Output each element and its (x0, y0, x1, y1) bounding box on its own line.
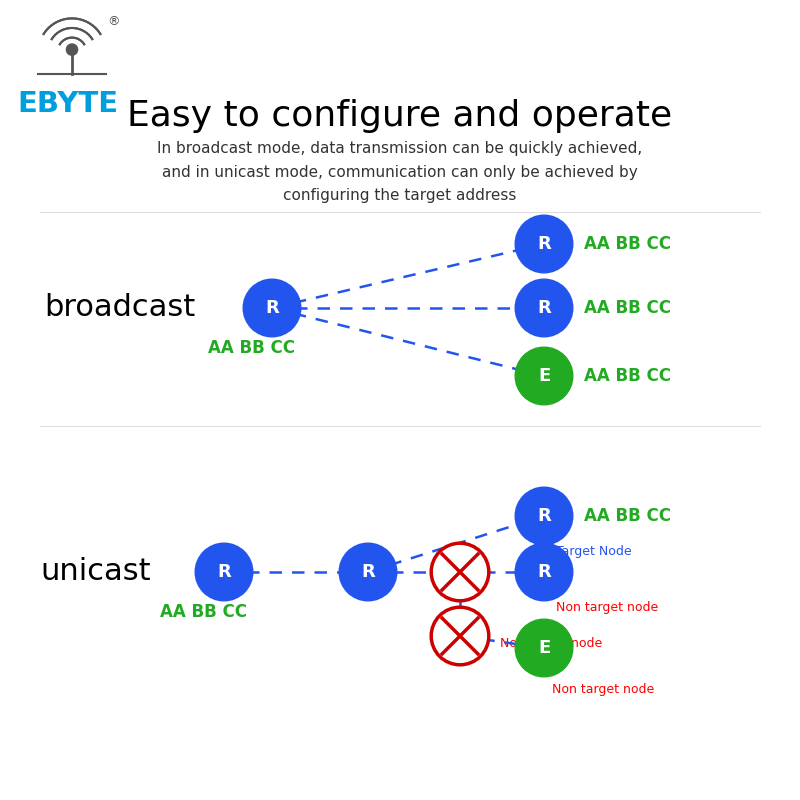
Text: R: R (537, 507, 551, 525)
Circle shape (515, 279, 573, 337)
Circle shape (431, 607, 489, 665)
Text: R: R (537, 235, 551, 253)
Text: Target Node: Target Node (556, 546, 632, 558)
Text: E: E (538, 639, 550, 657)
Circle shape (515, 487, 573, 545)
Text: AA BB CC: AA BB CC (584, 235, 671, 253)
Text: R: R (361, 563, 375, 581)
Circle shape (431, 543, 489, 601)
Text: AA BB CC: AA BB CC (584, 507, 671, 525)
Text: ®: ® (107, 15, 120, 28)
Text: R: R (537, 563, 551, 581)
Text: AA BB CC: AA BB CC (208, 339, 295, 357)
Text: AA BB CC: AA BB CC (160, 603, 247, 621)
Circle shape (243, 279, 301, 337)
Text: R: R (537, 299, 551, 317)
Text: EBYTE: EBYTE (18, 90, 118, 118)
Circle shape (515, 215, 573, 273)
Text: Easy to configure and operate: Easy to configure and operate (127, 99, 673, 133)
Circle shape (195, 543, 253, 601)
Text: AA BB CC: AA BB CC (584, 367, 671, 385)
Text: unicast: unicast (41, 558, 151, 586)
Text: AA BB CC: AA BB CC (584, 299, 671, 317)
Text: Non target node: Non target node (556, 602, 658, 614)
Circle shape (66, 44, 78, 55)
Text: Non target node: Non target node (552, 683, 654, 696)
Circle shape (515, 619, 573, 677)
Text: R: R (217, 563, 231, 581)
Circle shape (339, 543, 397, 601)
Text: Non target node: Non target node (500, 638, 602, 650)
Text: R: R (265, 299, 279, 317)
Text: broadcast: broadcast (44, 294, 196, 322)
Text: In broadcast mode, data transmission can be quickly achieved,
and in unicast mod: In broadcast mode, data transmission can… (158, 141, 642, 203)
Text: E: E (538, 367, 550, 385)
Circle shape (515, 543, 573, 601)
Circle shape (515, 347, 573, 405)
